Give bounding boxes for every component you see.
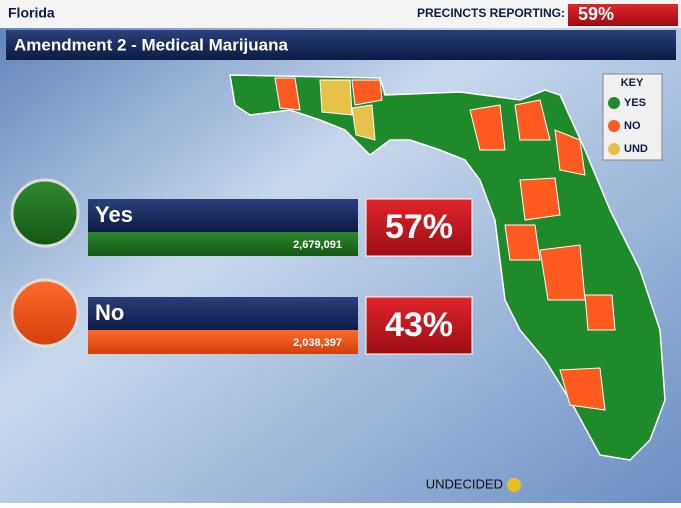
top-bar [0, 0, 681, 28]
percent: 57% [385, 208, 453, 246]
key-item: YES [624, 97, 646, 109]
state-name: Florida [8, 5, 55, 21]
key-title: KEY [621, 77, 644, 89]
precincts-box [568, 4, 678, 26]
key-item: UND [624, 143, 648, 155]
title: Amendment 2 - Medical Marijuana [14, 35, 288, 54]
title-bar [6, 30, 676, 60]
key: KEY YES NO UND [602, 73, 663, 161]
footer-label: UNDECIDED [426, 476, 503, 491]
undecided-dot [507, 478, 521, 492]
result-yes: Yes 2,679,091 57% [10, 178, 473, 257]
precincts-label: PRECINCTS REPORTING: [417, 6, 565, 20]
result-no: No 2,038,397 43% [10, 278, 473, 355]
percent: 43% [385, 306, 453, 344]
florida-map [229, 74, 666, 461]
precincts-value: 59% [578, 4, 614, 24]
vote-count: 2,679,091 [293, 239, 342, 251]
vote-count: 2,038,397 [293, 337, 342, 349]
choice-label: Yes [95, 202, 133, 227]
choice-label: No [95, 300, 124, 325]
key-item: NO [624, 120, 641, 132]
